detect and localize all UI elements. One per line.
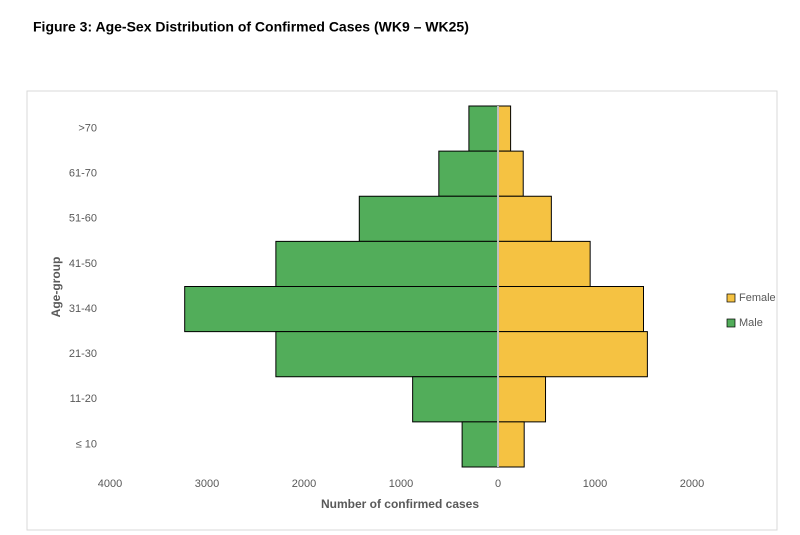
bar [497,195,552,242]
bar [497,240,591,287]
x-tick-label: 1000 [389,478,413,490]
y-tick-label: 11-20 [70,393,97,405]
chart-title: Figure 3: Age-Sex Distribution of Confir… [33,19,469,35]
y-tick-label: 41-50 [69,258,97,270]
x-axis-title: Number of confirmed cases [321,497,479,511]
y-tick-label: >70 [78,122,97,134]
bar [497,105,512,152]
bar [497,150,524,197]
legend-swatch [726,293,736,303]
y-tick-label: ≤ 10 [76,438,97,450]
bar [497,421,525,468]
legend-label: Female [739,292,776,304]
y-axis-title: Age-group [49,257,63,318]
x-tick-label: 2000 [680,478,704,490]
x-tick-label: 2000 [292,478,316,490]
y-tick-label: 61-70 [69,168,97,180]
y-tick-label: 21-30 [69,348,97,360]
bar [358,195,499,242]
x-tick-label: 1000 [583,478,607,490]
y-tick-label: 31-40 [69,303,97,315]
bar [497,331,648,378]
x-tick-label: 0 [495,478,501,490]
bar [497,286,644,333]
bar [461,421,499,468]
x-tick-label: 4000 [98,478,122,490]
y-tick-label: 51-60 [69,213,97,225]
bar [438,150,499,197]
x-tick-label: 3000 [195,478,219,490]
bar [497,376,547,423]
bar [412,376,499,423]
bar [468,105,499,152]
bar [184,286,499,333]
bar [275,331,499,378]
legend-swatch [726,318,736,328]
bar [275,240,499,287]
legend-label: Male [739,317,763,329]
